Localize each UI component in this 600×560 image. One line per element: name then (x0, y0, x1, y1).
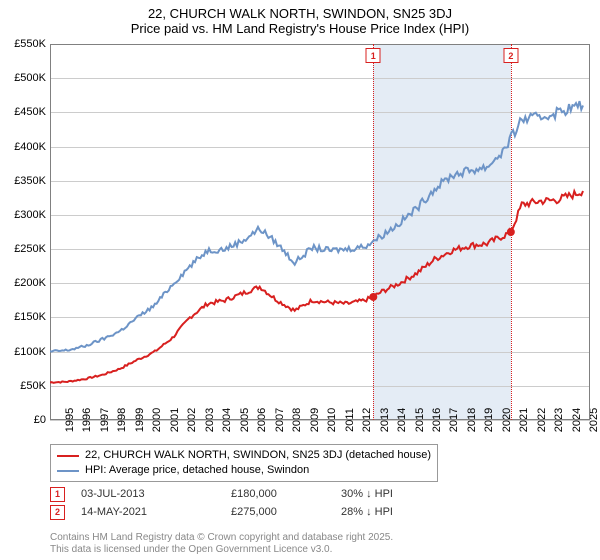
title-address: 22, CHURCH WALK NORTH, SWINDON, SN25 3DJ (0, 6, 600, 21)
footer-line1: Contains HM Land Registry data © Crown c… (50, 532, 393, 544)
footer: Contains HM Land Registry data © Crown c… (50, 532, 393, 556)
y-tick-label: £250K (14, 243, 50, 255)
legend-row: HPI: Average price, detached house, Swin… (57, 463, 431, 478)
legend-row: 22, CHURCH WALK NORTH, SWINDON, SN25 3DJ… (57, 448, 431, 463)
plot-svg (50, 44, 590, 420)
events-marker: 2 (50, 505, 65, 520)
legend-swatch (57, 470, 79, 472)
events-date: 03-JUL-2013 (81, 488, 231, 500)
legend-label: HPI: Average price, detached house, Swin… (85, 463, 309, 478)
events-diff: 28% ↓ HPI (341, 506, 461, 518)
events-marker: 1 (50, 487, 65, 502)
events-row: 1 03-JUL-2013£180,00030% ↓ HPI (50, 485, 461, 503)
series-hpi (50, 101, 583, 352)
events-table: 1 03-JUL-2013£180,00030% ↓ HPI 2 14-MAY-202… (50, 485, 461, 521)
y-tick-label: £300K (14, 209, 50, 221)
y-tick-label: £50K (20, 380, 50, 392)
y-tick-label: £500K (14, 72, 50, 84)
y-tick-label: £100K (14, 346, 50, 358)
events-date: 14-MAY-2021 (81, 506, 231, 518)
y-tick-label: £150K (14, 311, 50, 323)
y-tick-label: £400K (14, 141, 50, 153)
event-point (369, 293, 377, 301)
y-tick-label: £350K (14, 175, 50, 187)
events-diff: 30% ↓ HPI (341, 488, 461, 500)
y-tick-label: £450K (14, 106, 50, 118)
legend: 22, CHURCH WALK NORTH, SWINDON, SN25 3DJ… (50, 444, 438, 482)
y-tick-label: £550K (14, 38, 50, 50)
y-tick-label: £0 (34, 414, 50, 426)
events-price: £275,000 (231, 506, 341, 518)
y-tick-label: £200K (14, 277, 50, 289)
event-point (507, 228, 515, 236)
title-subtitle: Price paid vs. HM Land Registry's House … (0, 21, 600, 36)
series-property (50, 191, 583, 383)
footer-line2: This data is licensed under the Open Gov… (50, 544, 393, 556)
chart-area: £0£50K£100K£150K£200K£250K£300K£350K£400… (50, 44, 590, 420)
title-block: 22, CHURCH WALK NORTH, SWINDON, SN25 3DJ… (0, 0, 600, 36)
legend-label: 22, CHURCH WALK NORTH, SWINDON, SN25 3DJ… (85, 448, 431, 463)
events-price: £180,000 (231, 488, 341, 500)
chart-container: 22, CHURCH WALK NORTH, SWINDON, SN25 3DJ… (0, 0, 600, 560)
events-row: 2 14-MAY-2021£275,00028% ↓ HPI (50, 503, 461, 521)
legend-swatch (57, 455, 79, 457)
